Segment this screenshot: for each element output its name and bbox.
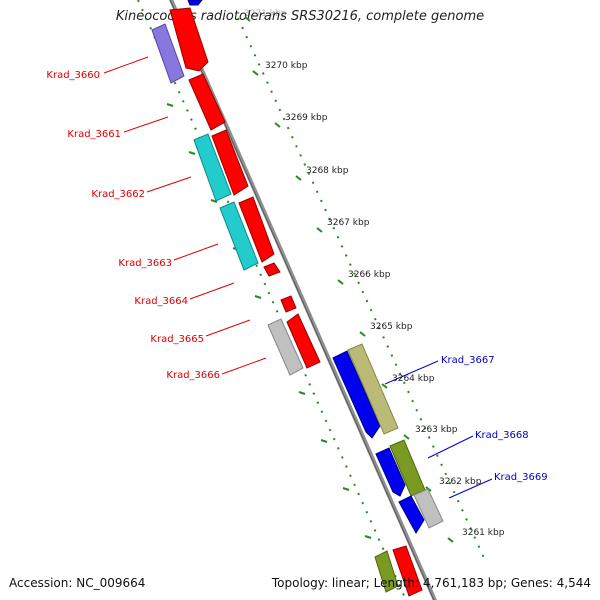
genome-summary-text: Topology: linear; Length: 4,761,183 bp; … <box>271 576 591 590</box>
gene-block-olive <box>374 550 399 593</box>
scale-tick <box>252 70 259 76</box>
gene-labels: Krad_3660 Krad_3661 Krad_3662 Krad_3663 Krad… <box>46 70 547 483</box>
leader-line <box>146 176 192 193</box>
leader-line <box>221 357 267 375</box>
gene-block-grey <box>413 488 444 529</box>
gene-label[interactable]: Krad_3661 <box>67 129 121 140</box>
scale-tick <box>254 295 262 299</box>
scale-label: 3266 kbp <box>348 270 391 280</box>
gene-arrow-reverse <box>238 196 275 263</box>
gene-label[interactable]: Krad_3660 <box>46 70 100 81</box>
gene-block-purple <box>151 23 185 84</box>
gene-arrow-reverse <box>392 545 423 597</box>
scale-tick <box>447 537 454 543</box>
gene-block-cyan <box>193 133 232 202</box>
gene-arrow-forward <box>398 495 425 534</box>
genes-reverse <box>151 0 423 597</box>
gene-arrow-reverse <box>286 313 321 369</box>
scale-tick <box>295 175 302 181</box>
gene-arrow-reverse <box>280 295 297 313</box>
gene-label[interactable]: Krad_3665 <box>150 334 204 345</box>
scale-tick <box>316 227 323 233</box>
gene-label[interactable]: Krad_3667 <box>441 355 495 366</box>
scale-tick <box>320 439 328 443</box>
gene-label[interactable]: Krad_3668 <box>475 430 529 441</box>
scale-tick <box>342 487 350 491</box>
gene-arrow-reverse <box>169 7 209 72</box>
scale-tick <box>337 279 344 285</box>
scale-label: 3271 kbp <box>244 9 287 19</box>
scale-labels: 3271 kbp 3270 kbp 3269 kbp 3268 kbp 3267 kbp… <box>244 9 505 538</box>
scale-tick <box>403 434 410 440</box>
scale-label: 3264 kbp <box>392 374 435 384</box>
map-title: Kineococcus radiotolerans SRS30216, comp… <box>115 9 485 24</box>
leader-line <box>384 360 439 385</box>
scale-tick <box>364 535 372 539</box>
scale-ticks <box>166 16 454 543</box>
accession-text: Accession: NC_009664 <box>9 576 146 590</box>
scale-label: 3269 kbp <box>285 113 328 123</box>
scale-label: 3261 kbp <box>462 528 505 538</box>
gene-arrow-forward <box>375 447 406 497</box>
scale-tick <box>359 331 366 337</box>
leader-line <box>448 478 493 499</box>
scale-label: 3263 kbp <box>415 425 458 435</box>
gene-label[interactable]: Krad_3666 <box>166 370 220 381</box>
gene-label[interactable]: Krad_3662 <box>91 189 145 200</box>
leader-line <box>103 56 149 74</box>
gene-label[interactable]: Krad_3664 <box>134 296 188 307</box>
gene-arrow-reverse <box>263 262 281 277</box>
scale-tick <box>244 16 251 22</box>
scale-label: 3268 kbp <box>306 166 349 176</box>
genes-forward <box>332 343 444 534</box>
scale-label: 3267 kbp <box>327 218 370 228</box>
leader-line <box>173 243 219 261</box>
gene-block-khaki <box>347 343 399 435</box>
scale-tick <box>188 151 196 155</box>
gene-arrow-reverse <box>211 129 249 196</box>
leader-line <box>205 319 251 337</box>
scale-label: 3265 kbp <box>370 322 413 332</box>
gene-block-cyan <box>219 201 259 271</box>
scale-label: 3270 kbp <box>265 61 308 71</box>
scale-label: 3262 kbp <box>439 477 482 487</box>
gene-arrow-partial <box>187 0 203 6</box>
gene-arrow-reverse <box>188 73 226 131</box>
scale-tick <box>166 103 174 107</box>
gene-arrow-forward <box>332 350 381 439</box>
leader-line <box>123 116 169 133</box>
scale-tick <box>210 199 218 203</box>
scale-tick <box>298 391 306 395</box>
scale-tick <box>274 122 281 128</box>
leader-line <box>189 282 235 300</box>
scale-tick <box>381 383 388 389</box>
leader-line <box>427 435 474 459</box>
gene-block-grey <box>267 318 304 376</box>
gene-label[interactable]: Krad_3663 <box>118 258 172 269</box>
label-leaders <box>103 56 493 499</box>
gene-label[interactable]: Krad_3669 <box>494 472 548 483</box>
